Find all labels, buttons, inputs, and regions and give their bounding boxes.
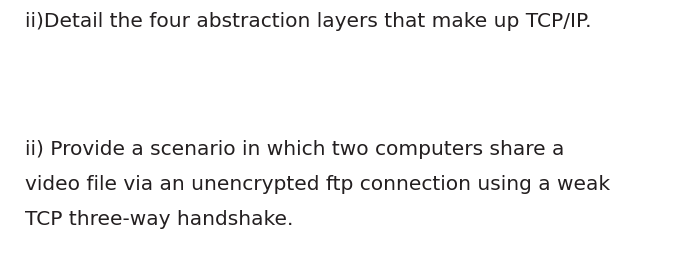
Text: ii) Provide a scenario in which two computers share a: ii) Provide a scenario in which two comp… xyxy=(25,140,564,159)
Text: video file via an unencrypted ftp connection using a weak: video file via an unencrypted ftp connec… xyxy=(25,175,610,194)
Text: TCP three-way handshake.: TCP three-way handshake. xyxy=(25,210,293,229)
Text: ii)Detail the four abstraction layers that make up TCP/IP.: ii)Detail the four abstraction layers th… xyxy=(25,12,591,31)
